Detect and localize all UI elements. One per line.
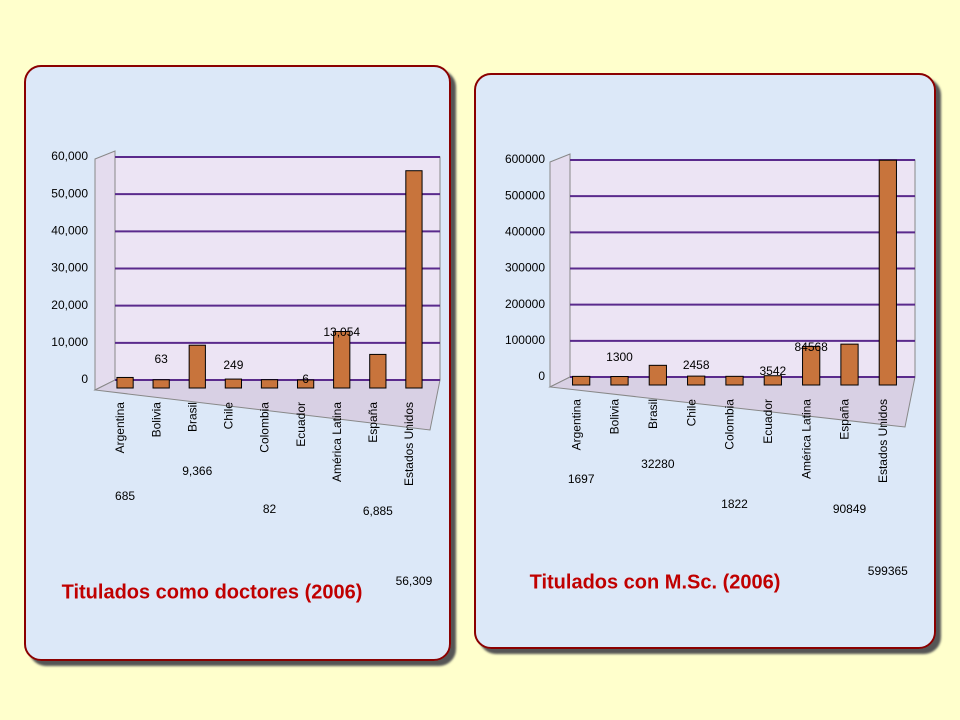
bar [763,375,782,386]
y-tick-label: 200000 [505,297,545,311]
x-tick-label: Colombia [723,399,737,450]
bar [152,379,170,389]
y-tick-label: 50,000 [51,186,88,200]
value-label: 90849 [833,502,867,516]
value-label: 82 [263,502,277,516]
value-label: 2458 [683,358,710,372]
y-tick-label: 20,000 [51,298,88,312]
x-tick-label: Chile [222,402,236,430]
bar [260,379,279,389]
x-tick-label: Argentina [113,402,127,454]
x-tick-label: Estados Unidos [402,402,416,486]
x-tick-label: América Latina [799,399,813,479]
bar [333,330,351,389]
y-tick-label: 60,000 [51,149,88,163]
bar [224,378,243,389]
y-tick-label: 0 [81,372,88,386]
x-tick-label: América Latina [330,402,344,482]
x-tick-label: Ecuador [294,402,308,447]
y-tick-label: 10,000 [51,335,88,349]
value-label: 84568 [794,340,828,354]
x-tick-label: Estados Unidos [876,399,890,483]
value-label: 685 [115,489,135,503]
x-tick-label: Bolivia [608,399,622,435]
value-label: 32280 [641,457,675,471]
y-tick-label: 40,000 [51,224,88,238]
value-label: 3542 [759,364,786,378]
bar [802,345,821,386]
bar [610,376,629,386]
value-label: 56,309 [396,574,433,588]
value-label: 1300 [606,350,633,364]
value-label: 6 [302,372,309,386]
bar [296,379,315,389]
value-label: 599365 [868,564,908,578]
bar [840,343,859,386]
x-tick-label: España [366,402,380,443]
value-label: 1697 [568,472,595,486]
bar [687,375,706,386]
value-label: 1822 [721,497,748,511]
bar [405,170,423,389]
y-tick-label: 30,000 [51,261,88,275]
x-tick-label: Bolivia [149,402,163,438]
bar [188,344,206,389]
chart-title: Titulados con M.Sc. (2006) [530,571,781,593]
bar [369,353,387,389]
x-tick-label: Ecuador [761,399,775,444]
y-tick-label: 600000 [505,152,545,166]
value-label: 6,885 [363,504,393,518]
bar [725,375,744,386]
plot-side [94,150,116,391]
y-tick-label: 400000 [505,225,545,239]
y-tick-label: 100000 [505,333,545,347]
bar [116,376,134,389]
x-tick-label: Brasil [185,402,199,432]
y-tick-label: 300000 [505,261,545,275]
chart-title: Titulados como doctores (2006) [62,581,363,603]
x-tick-label: Colombia [258,402,272,453]
plot-side [549,153,571,388]
y-tick-label: 500000 [505,188,545,202]
bar [878,159,897,386]
x-tick-label: España [838,399,852,440]
value-label: 63 [154,352,168,366]
bar [572,375,591,386]
x-tick-label: Argentina [569,399,583,451]
value-label: 13,054 [323,325,360,339]
value-label: 249 [223,358,243,372]
x-tick-label: Chile [684,399,698,427]
value-label: 9,366 [182,464,212,478]
x-tick-label: Brasil [646,399,660,429]
bar [648,364,667,386]
y-tick-label: 0 [538,369,545,383]
